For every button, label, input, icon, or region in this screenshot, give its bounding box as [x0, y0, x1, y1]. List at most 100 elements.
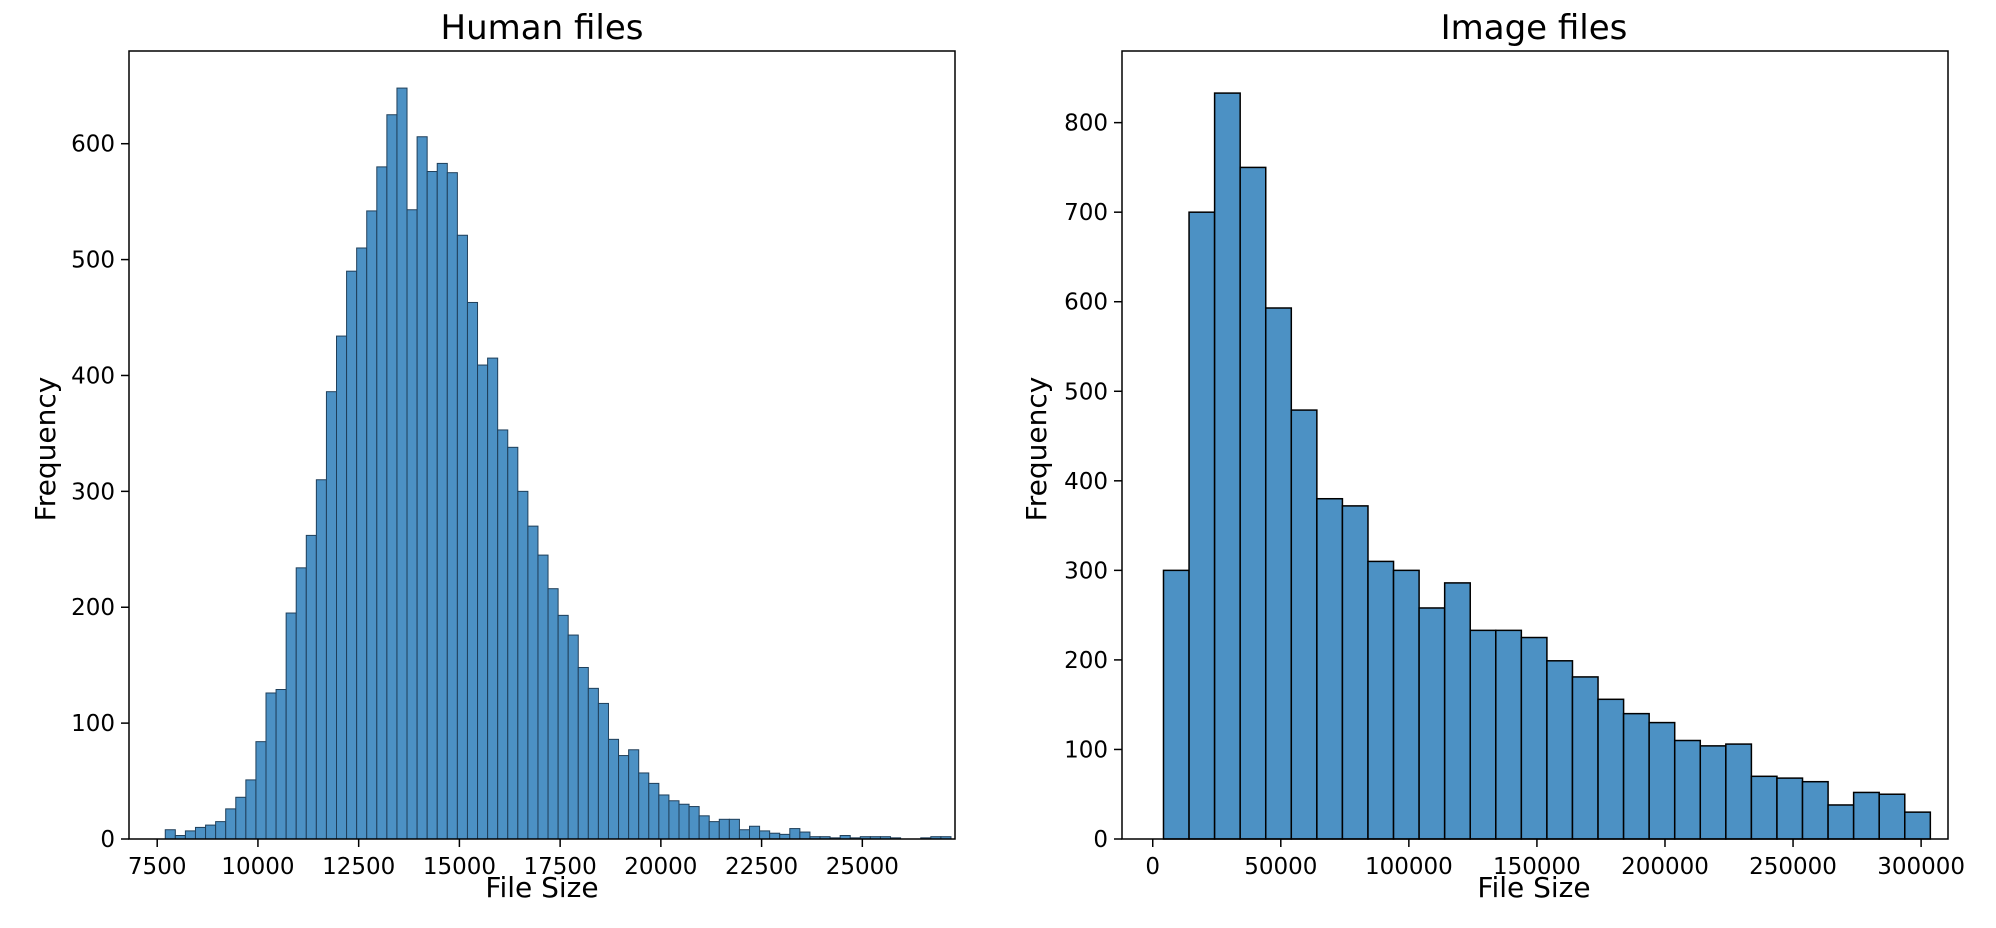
histogram-bar — [1750, 775, 1778, 840]
histogram-bar — [668, 800, 680, 840]
histogram-bar — [436, 162, 448, 840]
histogram-bar — [265, 692, 277, 840]
x-tick-label: 150000 — [1493, 854, 1581, 880]
histogram-bar — [497, 429, 509, 840]
histogram-bar — [1264, 307, 1293, 840]
y-tick-label: 300 — [71, 479, 115, 505]
x-tick-label: 50000 — [1244, 854, 1317, 880]
histogram-bar — [1597, 698, 1625, 840]
x-axis-ticks: 0 50000 100000 150000 200000 250000 300000 — [1145, 839, 1965, 880]
histogram-bar — [1546, 660, 1574, 840]
histogram-bar — [628, 749, 640, 840]
histogram-bar — [366, 210, 378, 840]
histogram-bar — [557, 614, 569, 840]
histogram-bar — [336, 335, 348, 840]
histogram-bar — [587, 687, 599, 840]
histogram-bar — [1392, 569, 1420, 840]
histogram-bar — [1443, 582, 1471, 840]
histogram-bar — [517, 490, 529, 840]
histogram-bar — [346, 270, 358, 840]
histogram-bar — [728, 818, 740, 840]
histogram-bar — [456, 234, 468, 840]
histogram-bar — [799, 831, 811, 840]
y-tick-label: 200 — [1064, 648, 1108, 674]
histogram-bar — [1878, 793, 1906, 840]
x-tick-label: 12500 — [322, 854, 395, 880]
x-tick-label: 300000 — [1877, 854, 1965, 880]
x-axis-label: File Size — [485, 871, 598, 904]
histogram-bar — [1239, 166, 1267, 840]
x-axis-label: File Size — [1477, 871, 1590, 904]
histogram-bar — [1622, 712, 1650, 840]
histogram-bar — [1725, 743, 1753, 840]
histogram-bar — [1367, 560, 1395, 840]
histogram-bar — [507, 446, 519, 840]
histogram-bar — [607, 738, 620, 840]
histogram-bar — [396, 87, 408, 840]
histogram-bar — [225, 808, 237, 840]
y-tick-label: 400 — [71, 363, 115, 389]
histogram-bar — [1801, 780, 1829, 840]
bars — [164, 87, 952, 840]
histogram-bar — [769, 832, 781, 840]
histogram-bar — [1341, 505, 1369, 840]
y-tick-label: 600 — [71, 132, 115, 158]
histogram-bar — [688, 806, 700, 840]
y-axis-ticks: 0 100 200 300 400 500 600 — [71, 132, 129, 853]
histogram-bar — [1495, 629, 1523, 840]
histogram-bar — [356, 247, 368, 840]
y-tick-label: 600 — [1064, 290, 1108, 316]
histogram-bar — [1776, 777, 1804, 840]
histogram-bar — [386, 114, 398, 840]
histogram-bar — [1213, 92, 1241, 840]
y-axis-label: Frequency — [29, 377, 62, 522]
histogram-bar — [789, 828, 801, 840]
x-tick-label: 250000 — [1749, 854, 1837, 880]
histogram-bar — [698, 815, 710, 840]
x-tick-label: 15000 — [423, 854, 496, 880]
human-files-chart: Human files File Size Frequency 7500 1000… — [29, 8, 956, 904]
histogram-bar — [255, 741, 267, 840]
histogram-bar — [648, 782, 660, 840]
plot-frame — [128, 50, 956, 840]
chart-title: Image files — [1441, 8, 1628, 48]
histogram-bar — [466, 301, 479, 840]
histogram-bar — [164, 829, 176, 840]
y-tick-label: 500 — [71, 248, 115, 274]
histogram-bar — [537, 554, 549, 840]
y-tick-label: 500 — [1064, 379, 1108, 405]
y-tick-label: 700 — [1064, 200, 1108, 226]
histogram-bar — [658, 794, 670, 840]
x-tick-label: 0 — [1145, 854, 1160, 880]
x-tick-label: 22500 — [725, 854, 798, 880]
histogram-bar — [184, 830, 196, 840]
y-tick-label: 100 — [1064, 737, 1108, 763]
histogram-bar — [315, 479, 327, 840]
histogram-bar — [1520, 636, 1548, 840]
histogram-bar — [194, 826, 207, 840]
x-tick-label: 10000 — [221, 854, 294, 880]
histogram-bar — [1290, 409, 1318, 840]
y-axis-ticks: 0 100 200 300 400 500 600 700 800 — [1064, 111, 1122, 853]
histogram-bar — [295, 567, 307, 840]
histogram-bar — [567, 634, 579, 840]
histogram-bar — [1673, 739, 1702, 840]
y-tick-label: 300 — [1064, 558, 1108, 584]
bars — [1162, 92, 1932, 840]
histogram-bar — [325, 391, 337, 840]
histogram-bar — [678, 803, 690, 840]
histogram-bar — [1571, 676, 1599, 840]
y-tick-label: 800 — [1064, 111, 1108, 137]
histogram-bar — [577, 666, 589, 840]
histogram-bar — [718, 818, 730, 840]
histogram-bar — [305, 534, 317, 840]
histogram-bar — [245, 779, 257, 840]
histogram-bar — [1852, 791, 1880, 840]
histogram-bar — [597, 702, 609, 840]
y-axis-label: Frequency — [1020, 377, 1053, 522]
histogram-bar — [708, 821, 720, 840]
histogram-bar — [487, 357, 499, 840]
image-files-chart: Image files File Size Frequency 0 50000 10… — [1020, 8, 1965, 904]
histogram-bar — [215, 821, 227, 840]
